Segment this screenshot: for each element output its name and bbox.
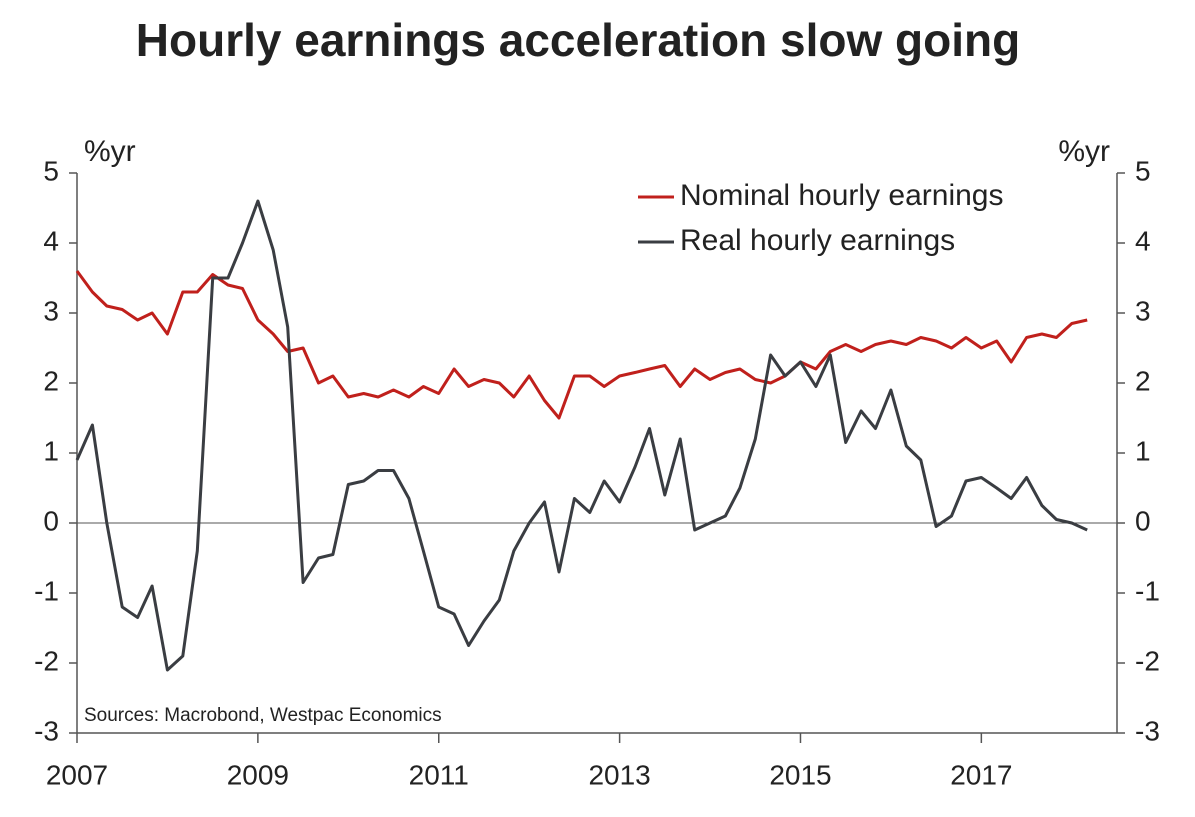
x-tick-label: 2017	[950, 759, 1012, 790]
y-tick-label: 2	[43, 365, 59, 396]
chart-title: Hourly earnings acceleration slow going	[136, 14, 1020, 66]
y2-tick-label: 0	[1135, 505, 1151, 536]
y2-tick-label: 5	[1135, 155, 1151, 186]
legend-label: Nominal hourly earnings	[680, 179, 1004, 212]
y2-tick-label: 2	[1135, 365, 1151, 396]
y-tick-label: -1	[34, 575, 59, 606]
source-note: Sources: Macrobond, Westpac Economics	[84, 705, 442, 726]
y-tick-label: 4	[43, 225, 59, 256]
y-tick-label: 0	[43, 505, 59, 536]
x-tick-label: 2009	[227, 759, 289, 790]
series-line	[75, 199, 1088, 672]
series-line	[75, 270, 1088, 420]
y-tick-label: 1	[43, 435, 59, 466]
y-unit-right: %yr	[1058, 135, 1110, 168]
y2-tick-label: 4	[1135, 225, 1151, 256]
y2-tick-label: 3	[1135, 295, 1151, 326]
y2-tick-label: -3	[1135, 715, 1160, 746]
x-tick-label: 2015	[769, 759, 831, 790]
y-tick-label: -3	[34, 715, 59, 746]
legend-label: Real hourly earnings	[680, 224, 955, 257]
x-tick-label: 2011	[409, 759, 469, 790]
y2-tick-label: -1	[1135, 575, 1160, 606]
y-tick-label: 3	[43, 295, 59, 326]
y2-tick-label: 1	[1135, 435, 1151, 466]
y2-tick-label: -2	[1135, 645, 1160, 676]
x-tick-label: 2013	[588, 759, 650, 790]
x-tick-label: 2007	[46, 759, 108, 790]
y-tick-label: -2	[34, 645, 59, 676]
y-unit-left: %yr	[84, 135, 136, 168]
y-tick-label: 5	[43, 155, 59, 186]
